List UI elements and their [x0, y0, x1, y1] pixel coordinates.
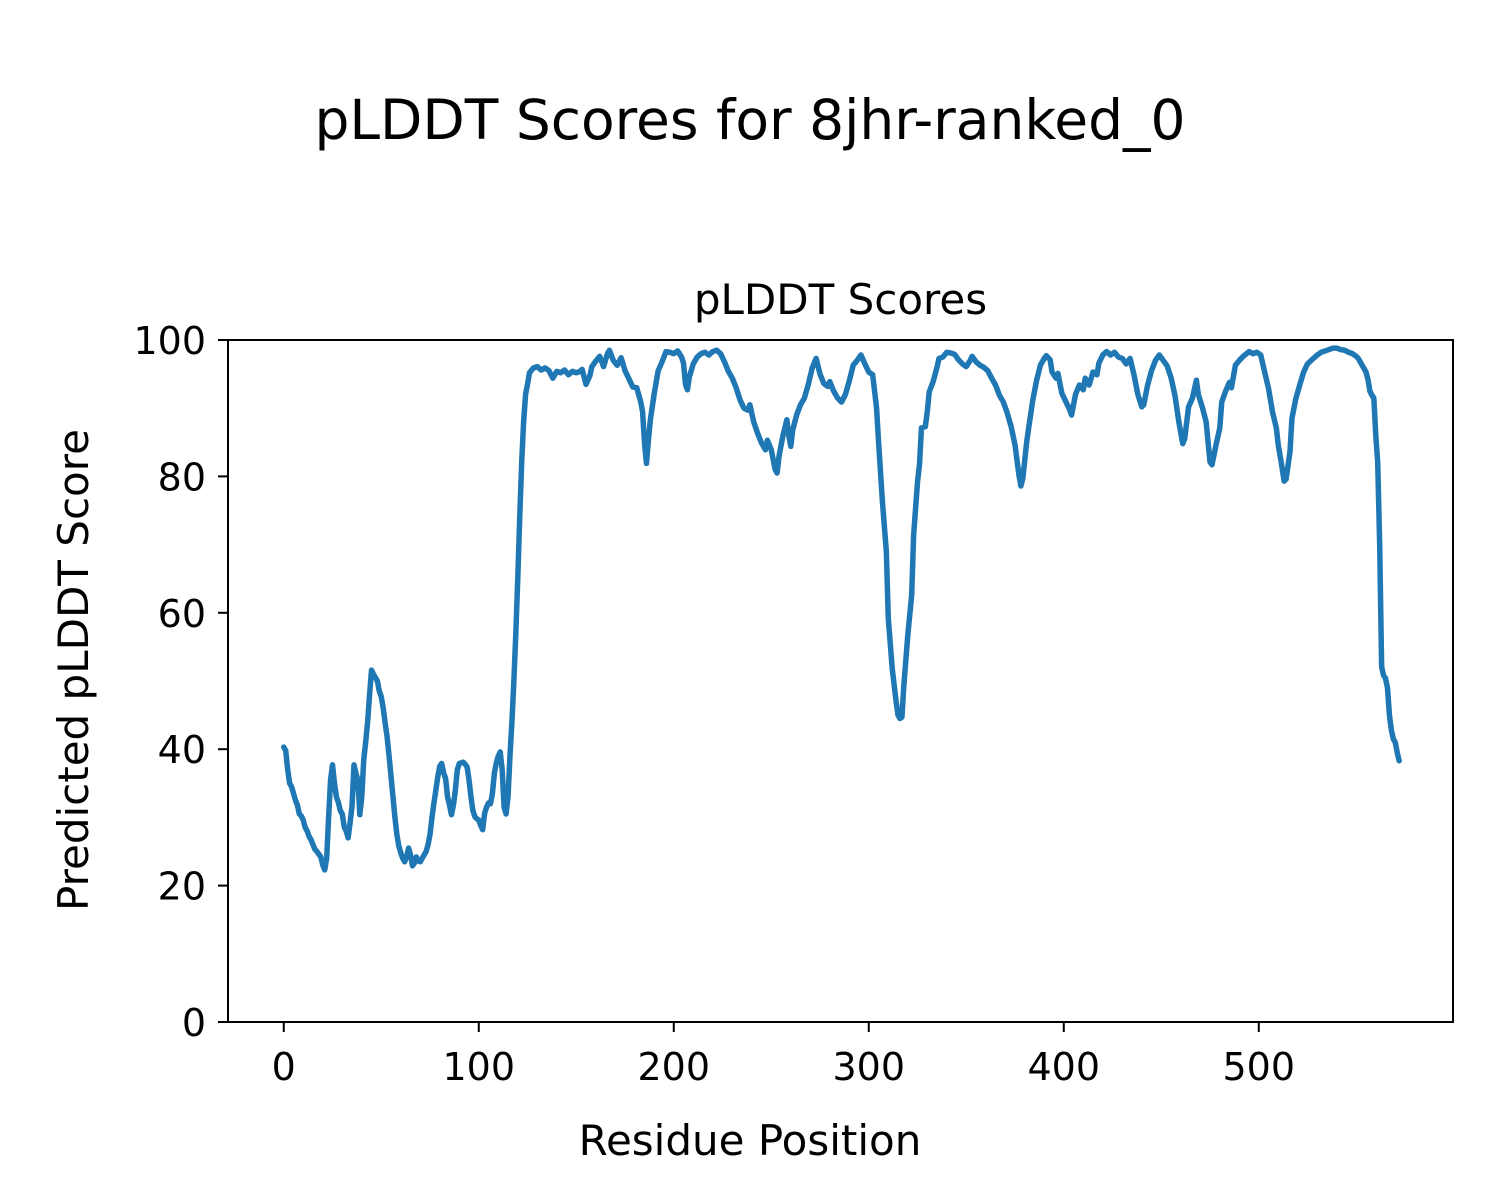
axes-title: pLDDT Scores [693, 275, 988, 324]
x-tick-label: 300 [833, 1045, 906, 1089]
figure-suptitle: pLDDT Scores for 8jhr-ranked_0 [314, 88, 1186, 152]
x-axis-label: Residue Position [578, 1116, 922, 1165]
y-tick-label: 100 [133, 319, 206, 363]
y-tick-label: 0 [182, 1001, 206, 1045]
plddt-line-series [281, 345, 1402, 873]
y-tick-label: 40 [158, 728, 206, 772]
x-tick-label: 500 [1223, 1045, 1296, 1089]
axes-frame [227, 339, 1454, 1023]
x-tick-label: 0 [272, 1045, 296, 1089]
x-tick-label: 400 [1028, 1045, 1101, 1089]
y-tick-label: 80 [158, 455, 206, 499]
y-tick-label: 60 [158, 592, 206, 636]
axis-ticks: 0 100 200 300 400 500 0 20 40 60 80 100 [133, 319, 1295, 1089]
y-tick-label: 20 [158, 865, 206, 909]
x-tick-label: 200 [638, 1045, 711, 1089]
x-tick-label: 100 [443, 1045, 516, 1089]
